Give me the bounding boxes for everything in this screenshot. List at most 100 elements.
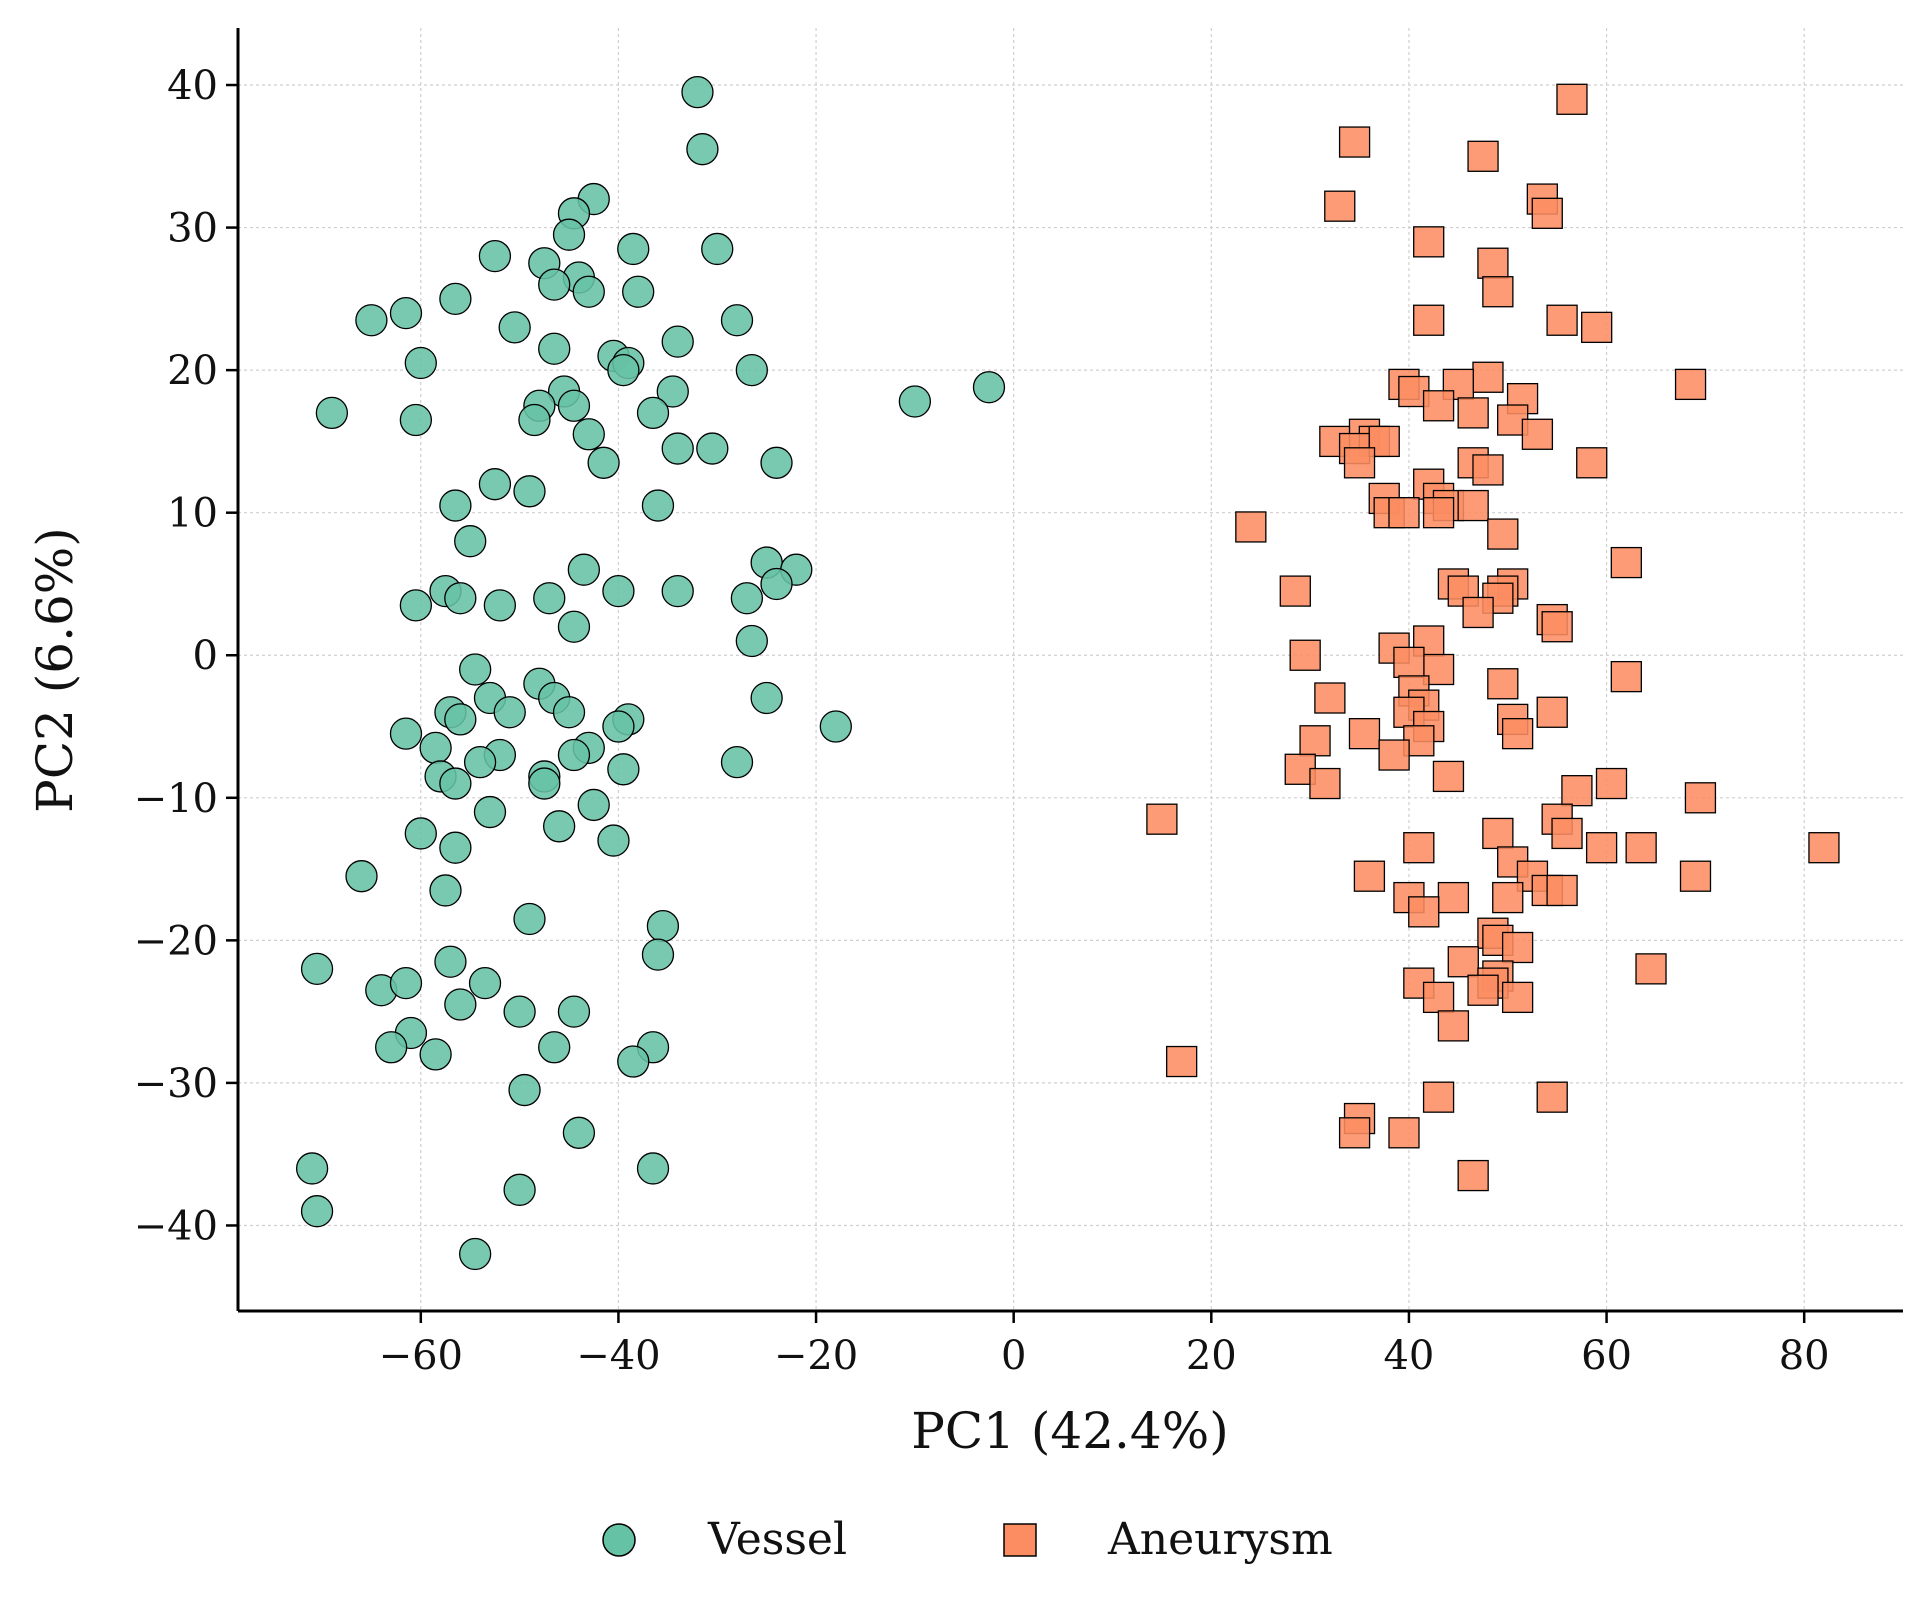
data-point-vessel bbox=[404, 817, 437, 850]
data-point-aneurysm bbox=[1561, 775, 1593, 807]
data-point-vessel bbox=[295, 1152, 329, 1185]
data-point-vessel bbox=[503, 1173, 536, 1206]
data-point-aneurysm bbox=[1166, 1045, 1198, 1078]
data-point-vessel bbox=[622, 275, 655, 308]
data-point-aneurysm bbox=[1348, 718, 1381, 750]
x-axis-label: PC1 (42.4%) bbox=[911, 1402, 1228, 1460]
data-point-vessel bbox=[483, 589, 517, 622]
data-point-aneurysm bbox=[1235, 511, 1267, 543]
data-point-aneurysm bbox=[1314, 682, 1346, 714]
x-tick-label: 0 bbox=[1001, 1333, 1026, 1379]
data-point-vessel bbox=[444, 582, 477, 615]
data-point-vessel bbox=[661, 574, 694, 608]
data-point-aneurysm bbox=[1413, 226, 1445, 258]
data-point-vessel bbox=[538, 1031, 571, 1064]
y-tick-label: 0 bbox=[193, 633, 218, 679]
data-point-aneurysm bbox=[1422, 390, 1455, 422]
data-point-vessel bbox=[389, 717, 423, 750]
data-point-vessel bbox=[720, 746, 754, 779]
data-point-vessel bbox=[735, 353, 768, 387]
y-axis-label: PC2 (6.6%) bbox=[26, 527, 84, 813]
data-point-aneurysm bbox=[1422, 1081, 1455, 1113]
data-point-vessel bbox=[552, 696, 586, 729]
data-point-vessel bbox=[389, 966, 423, 1000]
data-point-vessel bbox=[587, 446, 620, 479]
data-point-aneurysm bbox=[1437, 1010, 1470, 1042]
data-point-aneurysm bbox=[1576, 447, 1608, 479]
axes bbox=[236, 28, 1903, 1313]
data-point-vessel bbox=[463, 746, 497, 779]
data-point-aneurysm bbox=[1299, 725, 1331, 757]
data-point-vessel bbox=[572, 275, 605, 308]
data-point-vessel bbox=[686, 133, 719, 166]
data-point-vessel bbox=[444, 988, 477, 1021]
data-point-vessel bbox=[468, 966, 502, 1000]
legend-aneurysm-marker bbox=[1003, 1523, 1037, 1557]
data-point-aneurysm bbox=[1521, 418, 1554, 450]
y-tick-label: −40 bbox=[134, 1203, 218, 1249]
data-point-aneurysm bbox=[1501, 931, 1534, 964]
data-point-vessel bbox=[300, 952, 334, 986]
data-point-aneurysm bbox=[1422, 497, 1455, 529]
data-point-aneurysm bbox=[1279, 575, 1311, 607]
x-tick-label: 40 bbox=[1383, 1333, 1434, 1379]
data-point-vessel bbox=[661, 325, 694, 358]
data-point-vessel bbox=[503, 995, 536, 1028]
data-point-vessel bbox=[518, 403, 551, 437]
y-tick-label: 10 bbox=[167, 491, 218, 537]
data-point-vessel bbox=[701, 232, 734, 266]
data-point-aneurysm bbox=[1457, 489, 1489, 522]
data-point-vessel bbox=[513, 475, 546, 508]
data-point-vessel bbox=[696, 432, 729, 465]
data-point-aneurysm bbox=[1467, 140, 1499, 172]
y-tick-label: −10 bbox=[134, 776, 218, 822]
data-point-vessel bbox=[597, 824, 630, 857]
data-point-aneurysm bbox=[1536, 696, 1568, 728]
data-point-aneurysm bbox=[1437, 881, 1470, 914]
data-point-vessel bbox=[641, 938, 675, 971]
data-point-vessel bbox=[898, 385, 932, 418]
data-point-vessel bbox=[735, 624, 768, 658]
data-point-vessel bbox=[528, 767, 561, 800]
data-point-vessel bbox=[300, 1195, 334, 1228]
legend-vessel-marker bbox=[602, 1523, 636, 1557]
data-point-vessel bbox=[459, 653, 492, 686]
data-point-aneurysm bbox=[1393, 646, 1425, 679]
data-point-aneurysm bbox=[1472, 454, 1504, 486]
data-point-aneurysm bbox=[1585, 832, 1618, 864]
data-point-vessel bbox=[617, 1045, 650, 1078]
y-ticks: −40 −30 −20 −10 0 10 20 30 40 bbox=[134, 63, 238, 1249]
data-point-vessel bbox=[636, 1152, 670, 1185]
data-point-aneurysm bbox=[1146, 803, 1178, 835]
data-point-vessel bbox=[557, 389, 591, 422]
x-tick-label: −20 bbox=[774, 1333, 858, 1379]
data-point-aneurysm bbox=[1487, 668, 1519, 700]
y-tick-label: 20 bbox=[167, 348, 218, 394]
data-point-aneurysm bbox=[1353, 860, 1386, 892]
data-point-aneurysm bbox=[1324, 190, 1356, 222]
data-point-aneurysm bbox=[1457, 397, 1489, 429]
data-point-aneurysm bbox=[1472, 361, 1504, 393]
x-tick-label: 60 bbox=[1581, 1333, 1632, 1379]
data-point-aneurysm bbox=[1338, 1117, 1371, 1149]
y-tick-label: −30 bbox=[134, 1061, 218, 1107]
data-point-aneurysm bbox=[1482, 276, 1514, 308]
data-point-aneurysm bbox=[1501, 718, 1534, 750]
data-point-vessel bbox=[557, 738, 591, 772]
data-point-vessel bbox=[399, 403, 433, 437]
data-point-vessel bbox=[389, 296, 423, 330]
data-point-vessel bbox=[444, 703, 477, 736]
data-point-aneurysm bbox=[1462, 596, 1494, 629]
series-vessel bbox=[295, 76, 1006, 1271]
data-point-vessel bbox=[562, 1116, 596, 1149]
data-point-aneurysm bbox=[1343, 447, 1376, 479]
data-point-vessel bbox=[641, 489, 675, 522]
data-point-aneurysm bbox=[1487, 518, 1519, 550]
data-points bbox=[295, 76, 1840, 1271]
data-point-aneurysm bbox=[1338, 126, 1371, 158]
legend-aneurysm-label: Aneurysm bbox=[1107, 1514, 1333, 1565]
data-point-vessel bbox=[819, 710, 852, 743]
data-point-aneurysm bbox=[1674, 368, 1707, 401]
x-tick-label: 80 bbox=[1779, 1333, 1830, 1379]
data-point-aneurysm bbox=[1541, 611, 1573, 643]
